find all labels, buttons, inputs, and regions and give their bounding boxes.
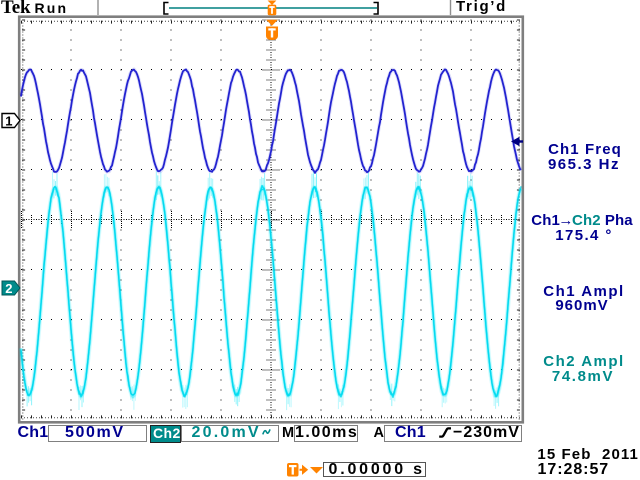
svg-text:1: 1 xyxy=(5,113,12,128)
svg-text:2: 2 xyxy=(5,281,12,296)
